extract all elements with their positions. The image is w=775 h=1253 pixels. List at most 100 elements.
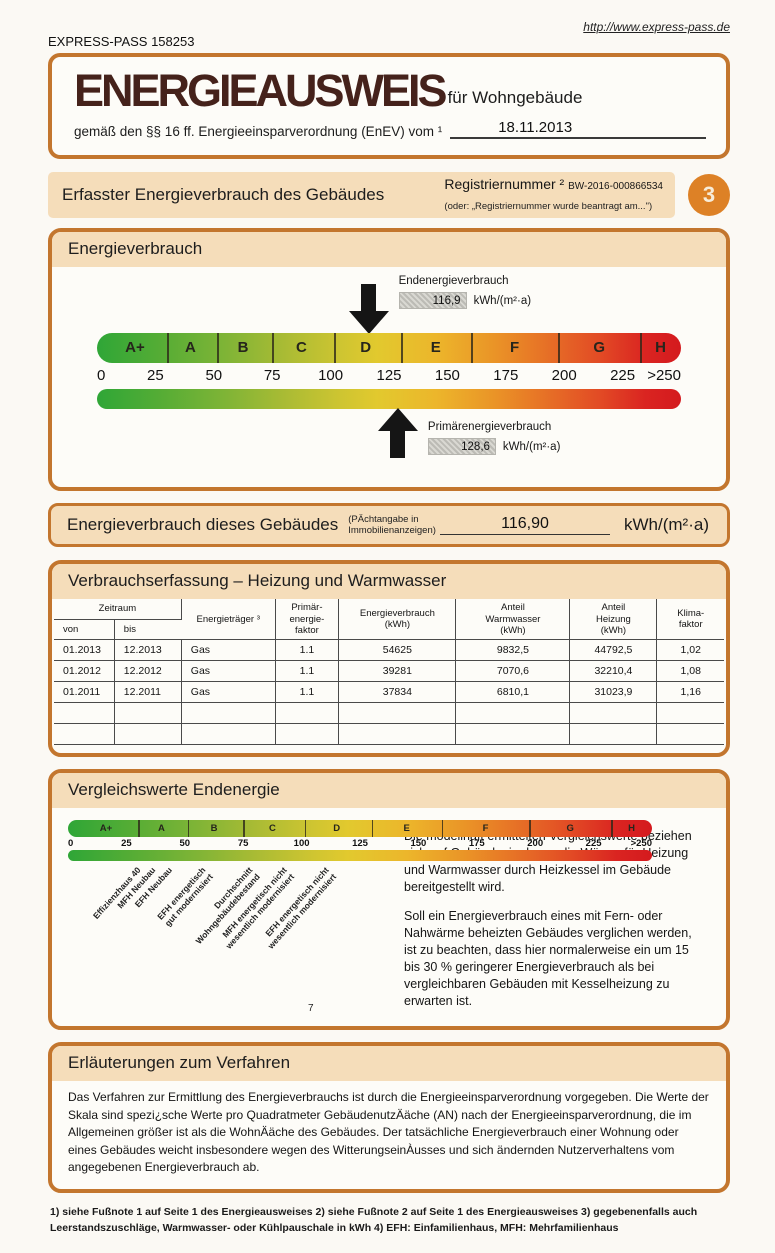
scale-gradient-band: [97, 389, 681, 410]
end-energy-annotation: Endenergieverbrauch 116,9 kWh/(m²·a): [70, 271, 708, 335]
scale-tick: 50: [205, 367, 223, 385]
table-cell: 31023,9: [569, 681, 658, 703]
table-cell: [181, 723, 276, 745]
scale-divider: [216, 333, 219, 364]
scale-divider: [400, 333, 403, 364]
scale-class-A: A: [158, 823, 165, 835]
scale-class-F: F: [509, 339, 520, 357]
table-cell: 12.2013: [114, 639, 182, 661]
section-header-row: Erfasster Energieverbrauch des Gebäudes …: [48, 172, 730, 219]
scale-class-D: D: [333, 823, 341, 835]
end-energy-label: Endenergieverbrauch: [398, 275, 509, 288]
explanation-text: Das Verfahren zur Ermittlung des Energie…: [68, 1090, 709, 1175]
scale-tick: 125: [352, 838, 368, 850]
table-cell: [569, 723, 658, 745]
scale-tick: 75: [237, 838, 249, 850]
footnotes: 1) siehe Fußnote 1 auf Seite 1 des Energ…: [50, 1206, 698, 1234]
table-cell: 7070,6: [455, 660, 571, 682]
comparison-scale-area: A+ A B C D E F G H 0 25 50 75 100 125 150 175 200 225 >250…: [68, 820, 652, 1022]
page-title: ENERGIEAUSWEIS: [74, 65, 448, 116]
scale-class-D: D: [360, 339, 372, 357]
scale-tick: >250: [647, 367, 681, 385]
consumption-table-box: Verbrauchserfassung – Heizung und Warmwa…: [48, 560, 730, 758]
comparison-title: Vergleichswerte Endenergie: [52, 773, 726, 809]
top-line: EXPRESS-PASS 158253 http://www.express-p…: [48, 20, 730, 49]
law-reference: gemäß den §§ 16 ff. Energieeinsparverord…: [74, 124, 443, 140]
scale-divider: [138, 820, 140, 838]
scale-divider: [470, 333, 473, 364]
scale-class-C: C: [268, 823, 276, 835]
table-cell: [54, 702, 115, 724]
comparison-labels: Effizienzhaus 40 MFH Neubau EFH Neubau EFH …: [90, 865, 339, 952]
scale-tick: 100: [318, 367, 344, 385]
primary-energy-value-field: 128,6: [427, 438, 496, 456]
scale-class-F: F: [482, 823, 489, 835]
scale-divider: [304, 820, 307, 838]
table-row: [54, 702, 724, 724]
scale-class-B: B: [210, 823, 218, 835]
down-arrow-icon: [348, 284, 389, 335]
table-cell: [455, 702, 571, 724]
energy-scale: A+ A B C D E F G H 0 25 50 75 100 125 150 175 200 225 >250: [97, 333, 681, 410]
up-arrow-icon: [377, 408, 418, 459]
table-cell: 01.2013: [54, 639, 115, 661]
table-cell: 6810,1: [455, 681, 571, 703]
table-cell: [181, 702, 276, 724]
scale-letter-band: A+ A B C D E F G H: [97, 333, 681, 364]
page-number-badge: 3: [688, 174, 730, 217]
scale-class-H: H: [628, 823, 635, 835]
table-cell: 1.1: [275, 660, 340, 682]
scale-tick: 0: [68, 838, 74, 850]
table-cell: [657, 703, 724, 724]
table-cell: [54, 723, 115, 745]
registration-block: Registriernummer ² BW-2016-000866534 (od…: [444, 175, 663, 215]
energy-box-body: Endenergieverbrauch 116,9 kWh/(m²·a) A+ A…: [52, 267, 726, 487]
table-cell: [338, 723, 457, 745]
registration-number: BW-2016-000866534: [568, 181, 663, 193]
scale-divider: [333, 333, 336, 364]
table-cell: [275, 723, 340, 745]
scale-divider: [187, 820, 190, 838]
scale-tick: 75: [263, 367, 281, 385]
scale-class-A+: A+: [125, 339, 145, 357]
scale-divider: [167, 333, 170, 364]
primary-energy-unit: kWh/(m²·a): [502, 440, 561, 453]
primary-energy-label: Primärenergieverbrauch: [427, 421, 552, 434]
building-consumption-note: (PÄchtangabe in Immobilienanzeigen): [348, 513, 436, 537]
comparison-tick-band: 0 25 50 75 100 125 150 175 200 225 >250: [68, 837, 652, 850]
comparison-footnote-marker: 7: [308, 1003, 314, 1015]
header-bis: bis: [123, 623, 136, 635]
table-cell: 1.1: [275, 639, 340, 661]
consumption-table: Zeitraum Energieträger ³ Primär- energie…: [54, 599, 724, 746]
end-energy-label-block: Endenergieverbrauch 116,9 kWh/(m²·a): [398, 275, 531, 310]
scale-tick: 150: [434, 367, 460, 385]
table-cell: 39281: [338, 660, 457, 682]
scale-tick: 175: [468, 838, 485, 850]
scale-divider: [243, 820, 245, 838]
scale-tick: 25: [147, 367, 164, 385]
scale-divider: [640, 333, 643, 364]
table-cell: 01.2011: [54, 681, 115, 703]
table-cell: [114, 723, 182, 745]
energy-consumption-box: Energieverbrauch Endenergieverbrauch 116…: [48, 228, 730, 492]
building-consumption-value: 116,90: [440, 515, 611, 536]
registration-label: Registriernummer ²: [444, 176, 565, 193]
scale-tick: 25: [121, 838, 132, 850]
law-row: gemäß den §§ 16 ff. Energieeinsparverord…: [74, 119, 706, 140]
header-primaerenergiefaktor: Primär- energie- faktor: [275, 599, 340, 640]
table-cell: 54625: [338, 639, 457, 661]
table-cell: 37834: [338, 681, 457, 703]
page-subtitle: für Wohngebäude: [447, 88, 583, 108]
table-cell: [275, 702, 340, 724]
header-von: von: [54, 619, 115, 640]
table-row: [54, 723, 724, 745]
table-cell: 9832,5: [455, 639, 571, 661]
table-cell: 1,02: [680, 644, 701, 657]
website-url: http://www.express-pass.de: [583, 20, 730, 34]
scale-divider: [272, 333, 275, 364]
table-cell: 1.1: [275, 681, 340, 703]
scale-class-A: A: [185, 339, 196, 357]
scale-class-H: H: [655, 339, 666, 357]
header-anteil-warmwasser: Anteil Warmwasser (kWh): [455, 599, 571, 640]
table-cell: Gas: [181, 681, 276, 703]
